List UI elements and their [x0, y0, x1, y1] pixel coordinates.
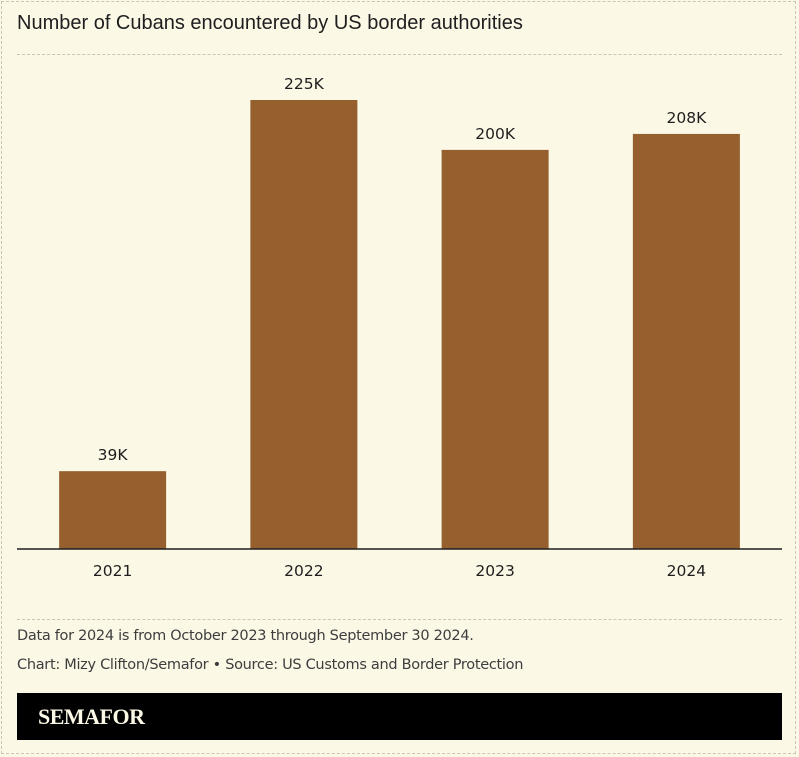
x-tick-label-2023: 2023: [475, 562, 514, 580]
x-tick-label-2021: 2021: [93, 562, 132, 580]
x-tick-label-2024: 2024: [667, 562, 706, 580]
x-tick-labels-group: 2021 2022 2023 2024: [93, 562, 706, 580]
source-credit: Chart: Mizy Clifton/Semafor • Source: US…: [17, 657, 524, 673]
brand-band: SEMAFOR: [17, 693, 782, 740]
value-label-2021: 39K: [98, 446, 129, 464]
bar-2024: [632, 133, 740, 549]
title-separator: [17, 54, 782, 55]
chart-title: Number of Cubans encountered by US borde…: [17, 12, 523, 34]
bars-group: [59, 100, 740, 549]
bar-2021: [59, 471, 167, 549]
value-labels-group: 39K 225K 200K 208K: [98, 75, 707, 464]
bar-chart: 39K 225K 200K 208K 2021 2022 2023 2024: [17, 75, 782, 580]
bar-2022: [250, 100, 358, 549]
value-label-2023: 200K: [475, 125, 516, 143]
value-label-2024: 208K: [667, 109, 708, 127]
semafor-logo: SEMAFOR: [38, 704, 145, 729]
value-label-2022: 225K: [284, 75, 325, 93]
data-note: Data for 2024 is from October 2023 throu…: [17, 628, 474, 644]
footer-separator: [17, 619, 782, 620]
bar-2023: [441, 149, 549, 549]
x-tick-label-2022: 2022: [284, 562, 323, 580]
